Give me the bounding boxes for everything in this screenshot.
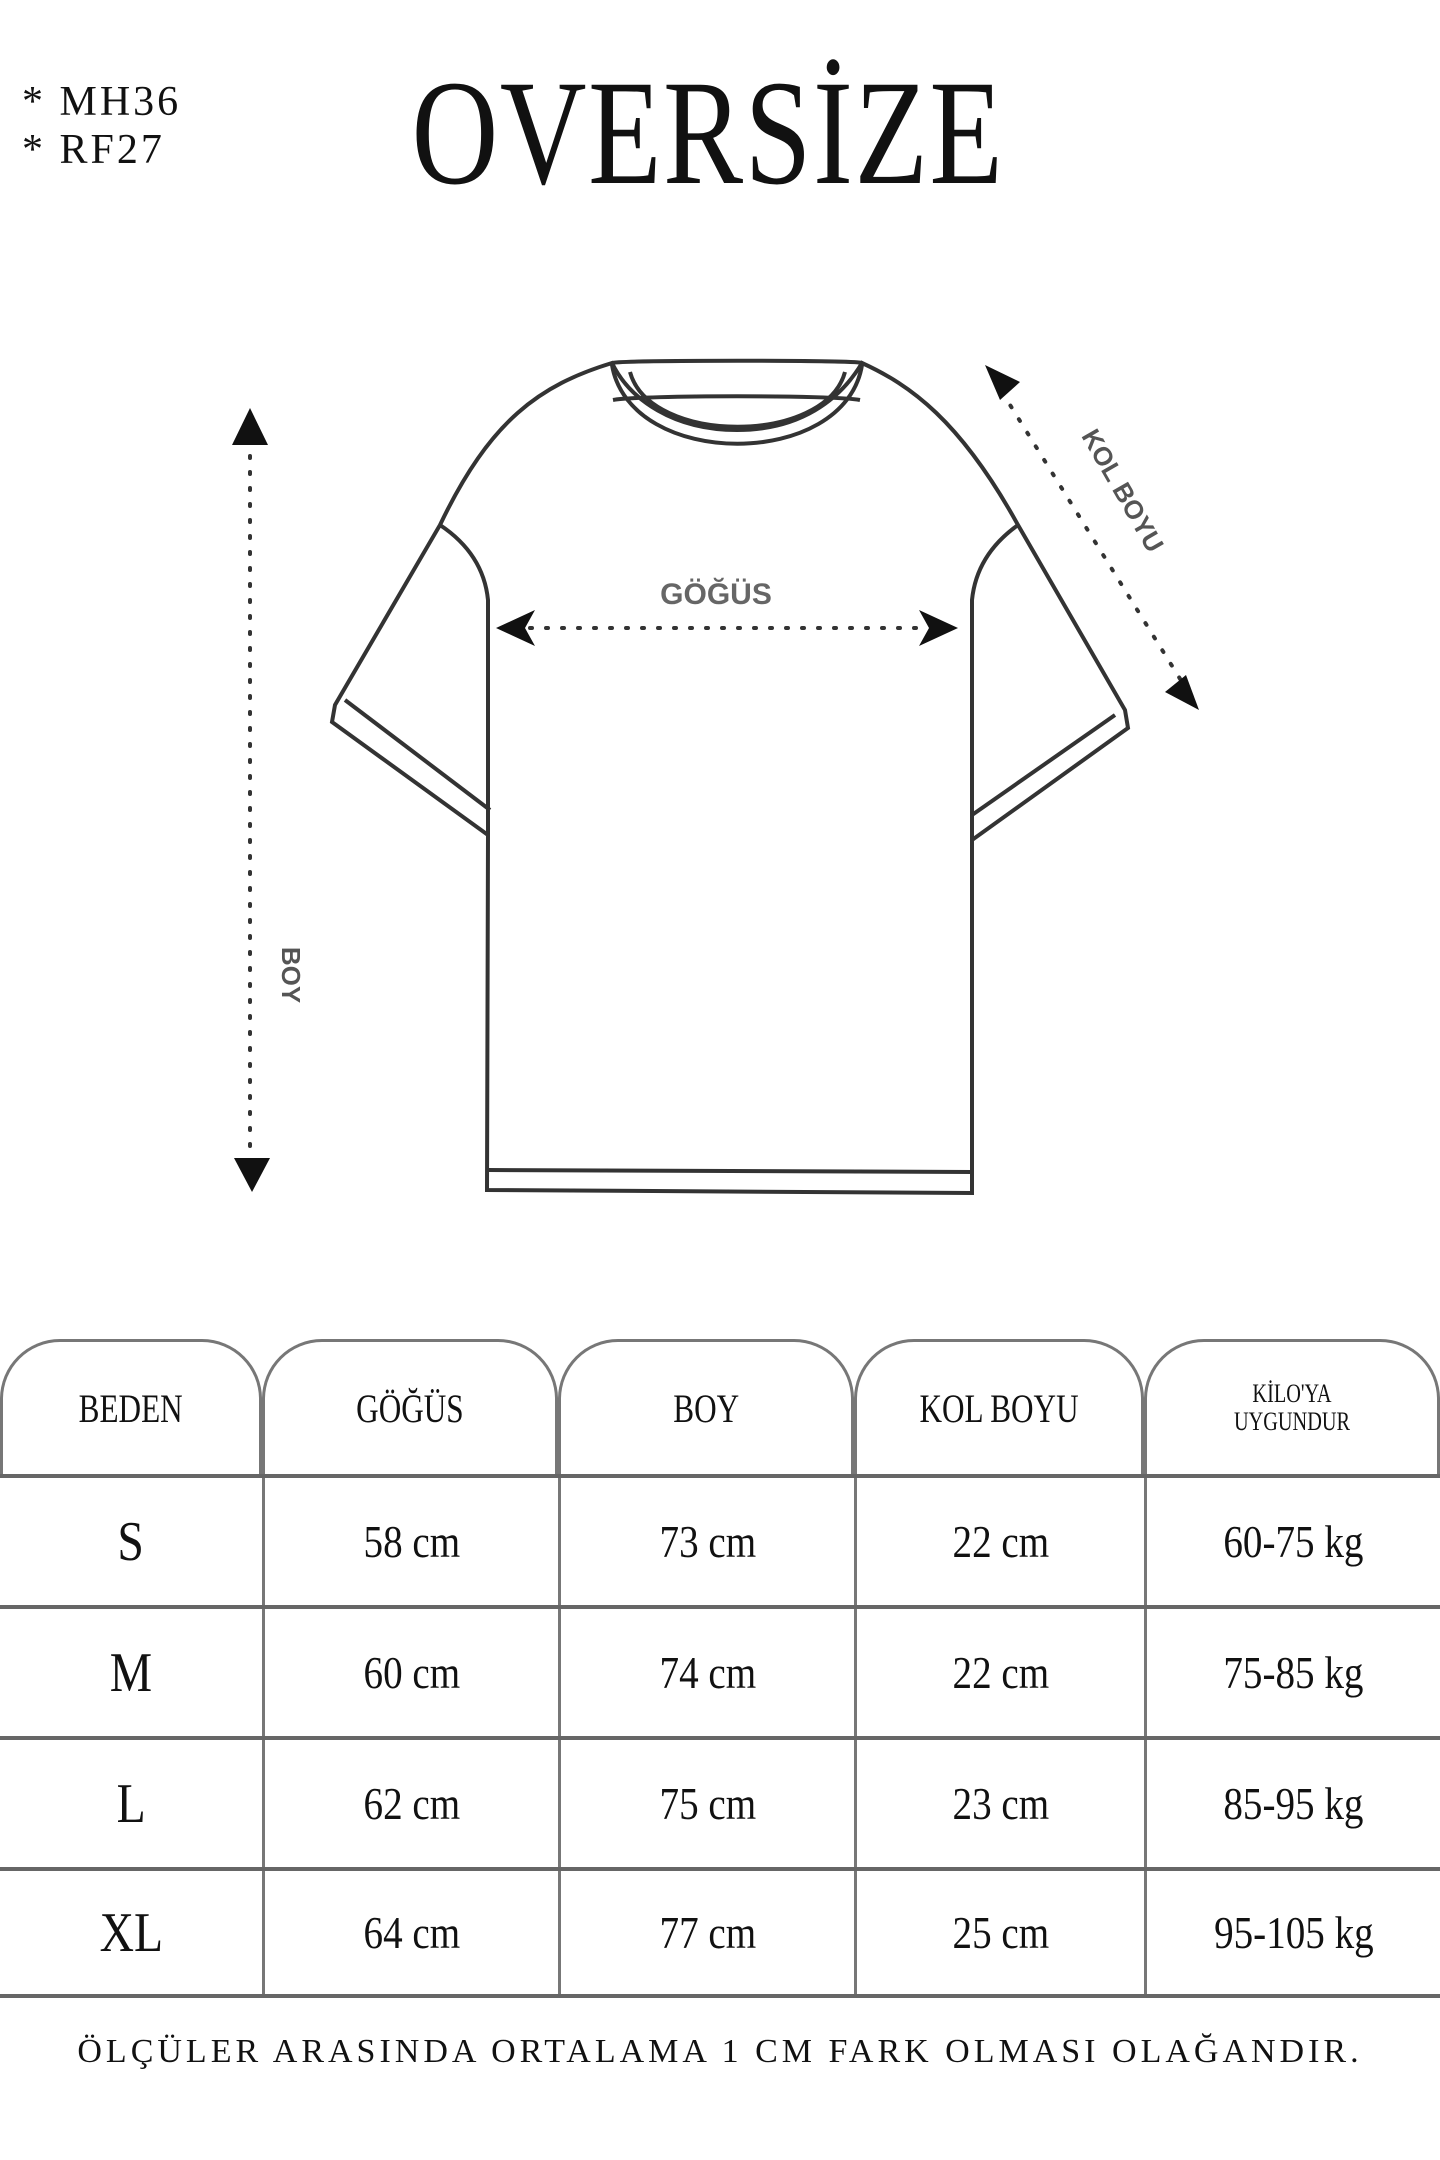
cell-text: 60-75 kg bbox=[1223, 1516, 1364, 1567]
sleeve-arrow bbox=[985, 365, 1199, 710]
cell-text: 60 cm bbox=[363, 1647, 460, 1698]
table-row: S 58 cm 73 cm 22 cm 60-75 kg bbox=[0, 1474, 1440, 1605]
table-row: M 60 cm 74 cm 22 cm 75-85 kg bbox=[0, 1605, 1440, 1736]
table-cell: 85-95 kg bbox=[1144, 1740, 1440, 1867]
chest-arrow bbox=[496, 610, 958, 646]
cell-text: 75-85 kg bbox=[1223, 1647, 1364, 1698]
table-cell: XL bbox=[0, 1871, 262, 1994]
header-text: GÖĞÜS bbox=[356, 1385, 464, 1431]
header-size: BEDEN bbox=[0, 1339, 262, 1474]
table-cell: 73 cm bbox=[558, 1478, 854, 1605]
header-weight: KİLO'YA UYGUNDUR bbox=[1144, 1339, 1440, 1474]
cell-text: 64 cm bbox=[363, 1907, 460, 1958]
cell-text: 74 cm bbox=[659, 1647, 756, 1698]
table-cell: 23 cm bbox=[854, 1740, 1144, 1867]
table-cell: 22 cm bbox=[854, 1609, 1144, 1736]
cell-text: 22 cm bbox=[952, 1516, 1049, 1567]
sleeve-label: KOL BOYU bbox=[1076, 424, 1170, 557]
footer-note: ÖLÇÜLER ARASINDA ORTALAMA 1 CM FARK OLMA… bbox=[77, 2033, 1363, 2070]
header-text: BEDEN bbox=[78, 1385, 183, 1431]
header-text: KOL BOYU bbox=[919, 1385, 1079, 1431]
header-length: BOY bbox=[558, 1339, 854, 1474]
chest-label: GÖĞÜS bbox=[660, 577, 772, 611]
header-chest: GÖĞÜS bbox=[262, 1339, 558, 1474]
length-label: BOY bbox=[276, 947, 306, 1003]
table-cell: 64 cm bbox=[262, 1871, 558, 1994]
table-cell: 22 cm bbox=[854, 1478, 1144, 1605]
table-cell: 25 cm bbox=[854, 1871, 1144, 1994]
header-text: KİLO'YA UYGUNDUR bbox=[1233, 1379, 1351, 1436]
length-arrow bbox=[232, 408, 270, 1192]
table-cell: 58 cm bbox=[262, 1478, 558, 1605]
table-cell: 77 cm bbox=[558, 1871, 854, 1994]
table-cell: 75 cm bbox=[558, 1740, 854, 1867]
page-title: OVERSİZE bbox=[144, 58, 1296, 208]
header-sleeve: KOL BOYU bbox=[854, 1339, 1144, 1474]
cell-text: 58 cm bbox=[363, 1516, 460, 1567]
product-codes: * MH36 * RF27 bbox=[22, 78, 181, 174]
cell-text: 85-95 kg bbox=[1223, 1778, 1364, 1829]
table-cell: 60 cm bbox=[262, 1609, 558, 1736]
tshirt-diagram: GÖĞÜS BOY KOL BOYU bbox=[232, 358, 1199, 1196]
table-cell: 95-105 kg bbox=[1144, 1871, 1440, 1994]
table-cell: M bbox=[0, 1609, 262, 1736]
cell-text: 62 cm bbox=[363, 1778, 460, 1829]
table-row: L 62 cm 75 cm 23 cm 85-95 kg bbox=[0, 1736, 1440, 1867]
tshirt-outline bbox=[329, 358, 1131, 1196]
table-row: XL 64 cm 77 cm 25 cm 95-105 kg bbox=[0, 1867, 1440, 1998]
cell-text: 23 cm bbox=[952, 1778, 1049, 1829]
header-text: BOY bbox=[673, 1385, 739, 1431]
cell-text: 77 cm bbox=[659, 1907, 756, 1958]
cell-text: 22 cm bbox=[952, 1647, 1049, 1698]
table-cell: 62 cm bbox=[262, 1740, 558, 1867]
table-cell: L bbox=[0, 1740, 262, 1867]
cell-text: S bbox=[117, 1510, 145, 1573]
cell-text: 95-105 kg bbox=[1213, 1907, 1374, 1958]
table-cell: S bbox=[0, 1478, 262, 1605]
code-2: * RF27 bbox=[22, 127, 165, 173]
title-text: OVERSİZE bbox=[411, 50, 1005, 216]
table-cell: 75-85 kg bbox=[1144, 1609, 1440, 1736]
table-body: S 58 cm 73 cm 22 cm 60-75 kg M 60 cm 74 cm 22 cm… bbox=[0, 1474, 1440, 1998]
table-cell: 60-75 kg bbox=[1144, 1478, 1440, 1605]
cell-text: XL bbox=[99, 1901, 163, 1964]
cell-text: 75 cm bbox=[659, 1778, 756, 1829]
code-1: * MH36 bbox=[22, 79, 182, 125]
cell-text: 25 cm bbox=[952, 1907, 1049, 1958]
cell-text: M bbox=[109, 1641, 153, 1704]
table-cell: 74 cm bbox=[558, 1609, 854, 1736]
cell-text: 73 cm bbox=[659, 1516, 756, 1567]
cell-text: L bbox=[116, 1772, 146, 1835]
